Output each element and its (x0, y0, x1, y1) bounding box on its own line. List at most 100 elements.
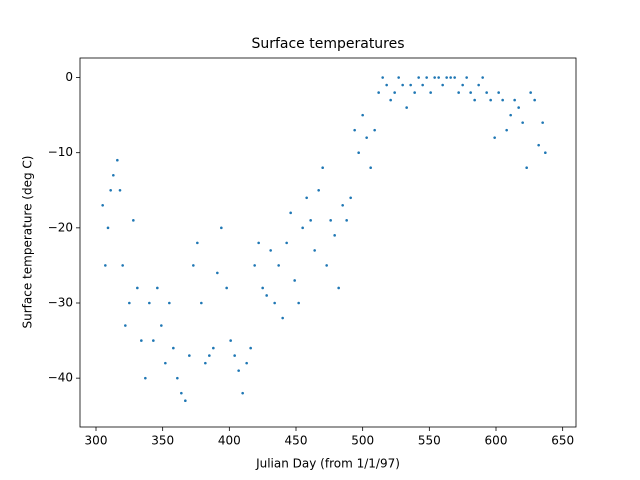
point (377, 91, 380, 94)
point (297, 301, 300, 305)
point (309, 219, 312, 222)
point (208, 354, 211, 357)
point (421, 83, 424, 87)
point (544, 151, 547, 154)
chart-title: Surface temperatures (251, 36, 404, 52)
point (106, 226, 110, 230)
point (196, 241, 199, 245)
point (180, 391, 183, 395)
point (441, 83, 444, 87)
point (401, 83, 404, 87)
point (168, 301, 171, 305)
point (192, 264, 195, 267)
point (132, 219, 135, 222)
point (281, 316, 284, 320)
point (413, 91, 416, 94)
point (333, 234, 336, 237)
point (385, 83, 388, 87)
point (433, 76, 436, 79)
point (313, 249, 316, 252)
point (417, 76, 420, 79)
point (233, 354, 236, 357)
point (152, 339, 155, 342)
point (477, 83, 480, 87)
point (128, 301, 131, 305)
point (481, 76, 484, 79)
point (529, 91, 532, 94)
point (493, 136, 496, 139)
point (118, 188, 122, 192)
point (265, 294, 268, 297)
point (301, 226, 304, 230)
point (353, 128, 356, 132)
y-tick-label: −30 (48, 295, 73, 309)
point (121, 264, 124, 267)
y-tick-label: −20 (48, 220, 73, 234)
point (156, 286, 159, 290)
point (261, 286, 264, 290)
point (525, 166, 528, 170)
point (469, 91, 472, 94)
point (533, 98, 536, 102)
point (365, 136, 368, 139)
y-tick-label: 0 (65, 70, 73, 84)
point (116, 158, 119, 162)
point (381, 76, 384, 79)
point (101, 203, 104, 207)
point (245, 361, 248, 365)
point (124, 324, 127, 327)
point (537, 143, 540, 147)
point (389, 98, 392, 102)
x-tick-label: 350 (151, 434, 174, 448)
y-axis-label: Surface temperature (deg C) (21, 156, 35, 329)
x-axis-label: Julian Day (from 1/1/97) (255, 457, 400, 471)
point (144, 376, 147, 380)
point (337, 286, 340, 290)
point (393, 91, 396, 94)
point (204, 361, 207, 365)
point (285, 241, 288, 245)
point (397, 76, 400, 79)
point (373, 128, 376, 132)
point (405, 106, 408, 109)
point (437, 76, 440, 79)
point (241, 391, 244, 395)
point (461, 83, 464, 87)
point (449, 76, 452, 79)
point (293, 279, 296, 282)
point (409, 83, 412, 87)
point (160, 324, 163, 327)
point (216, 271, 219, 275)
x-tick-label: 550 (418, 434, 441, 448)
point (277, 264, 280, 267)
point (225, 286, 228, 290)
point (453, 76, 456, 79)
point (289, 211, 292, 215)
point (148, 301, 151, 305)
point (220, 226, 223, 230)
point (269, 249, 272, 252)
point (349, 196, 352, 200)
point (237, 369, 240, 372)
x-tick-label: 400 (218, 434, 241, 448)
point (521, 121, 524, 124)
point (184, 399, 187, 402)
point (489, 98, 492, 102)
plot-frame (79, 57, 577, 428)
point (473, 98, 476, 102)
point (257, 241, 260, 245)
point (317, 188, 320, 192)
point (541, 121, 544, 124)
point (229, 339, 232, 342)
y-tick-label: −40 (48, 371, 73, 385)
point (361, 113, 364, 117)
point (325, 264, 328, 267)
point (172, 346, 175, 350)
point (253, 264, 256, 267)
y-tick-label: −10 (48, 145, 73, 159)
point (509, 113, 512, 117)
point (140, 339, 143, 342)
x-tick-label: 650 (551, 434, 574, 448)
point (341, 203, 344, 207)
